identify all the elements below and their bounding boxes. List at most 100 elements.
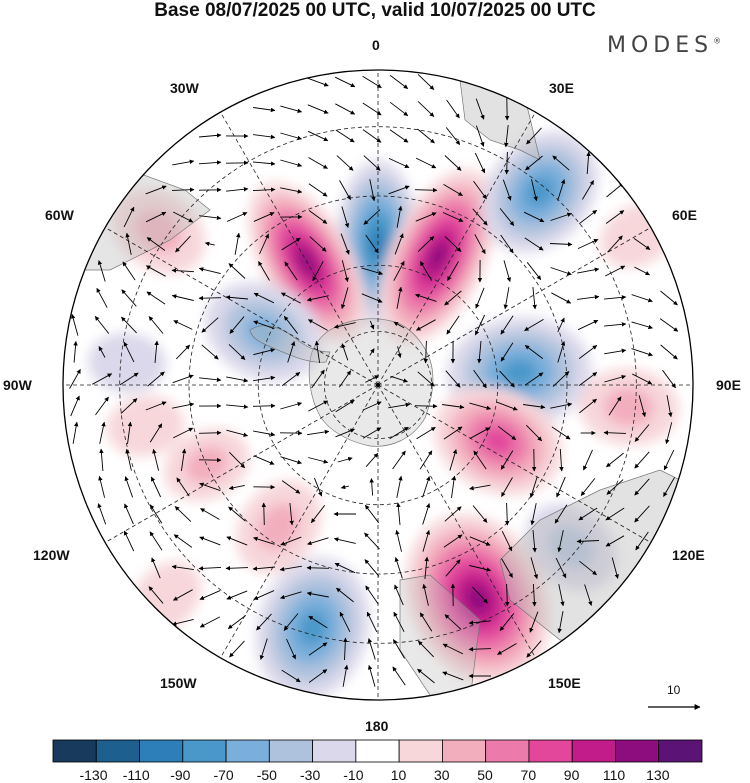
wind-arrow: [364, 559, 380, 577]
wind-arrow: [283, 613, 299, 631]
wind-arrow: [604, 265, 626, 277]
wind-arrow: [532, 529, 537, 553]
wind-arrow: [660, 290, 678, 306]
wind-arrow: [336, 587, 354, 603]
wind-arrow: [124, 476, 134, 498]
wind-arrow: [417, 640, 435, 658]
wind-arrow: [499, 208, 515, 226]
wind-arrow: [149, 531, 163, 551]
wind-arrow: [280, 187, 303, 194]
wind-arrow: [369, 478, 374, 496]
wind-arrow: [312, 261, 324, 282]
wind-arrow: [308, 157, 328, 169]
wind-arrow: [174, 506, 192, 522]
wind-arrow: [281, 669, 301, 683]
wind-arrow: [175, 344, 191, 360]
wind-arrow: [72, 421, 79, 444]
anomaly-center: [205, 282, 323, 382]
wind-arrow: [253, 212, 275, 222]
wind-arrow: [415, 212, 437, 222]
wind-arrow: [338, 370, 352, 388]
wind-arrow: [665, 422, 673, 445]
wind-arrow: [228, 506, 246, 522]
anomaly-contour: [298, 610, 327, 647]
wind-arrow: [393, 260, 405, 281]
wind-arrow: [663, 477, 675, 497]
wind-arrow: [225, 566, 249, 571]
anomaly-contour: [465, 584, 490, 614]
lon-label-60e: 60E: [672, 207, 697, 223]
wind-arrow: [605, 210, 625, 224]
wind-arrow: [252, 161, 276, 166]
wind-arrow: [611, 557, 619, 579]
wind-arrow: [284, 261, 298, 281]
wind-arrow: [125, 232, 132, 255]
wind-arrow: [152, 448, 160, 471]
wind-arrow: [666, 395, 673, 418]
wind-arrow: [472, 208, 488, 226]
wind-arrow: [422, 476, 431, 498]
wind-arrow: [501, 530, 513, 552]
wind-arrow: [417, 371, 435, 387]
wind-arrow: [526, 640, 542, 658]
wind-arrow: [397, 346, 402, 359]
wind-arrow: [501, 558, 513, 578]
colorbar-tick-label: 90: [563, 767, 580, 783]
wind-arrow: [420, 261, 432, 281]
wind-arrow: [123, 206, 135, 228]
lon-label-150w: 150W: [160, 675, 197, 691]
colorbar-tick-label: 130: [646, 767, 670, 783]
map-border: [62, 69, 694, 701]
wind-arrow: [199, 482, 221, 492]
wind-arrow: [92, 373, 113, 385]
wind-arrow: [253, 134, 276, 140]
wind-arrow: [145, 185, 167, 195]
wind-arrow: [557, 530, 564, 553]
wind-arrow: [523, 404, 546, 410]
wind-arrow: [123, 341, 135, 363]
wind-arrow: [532, 583, 537, 607]
wind-arrow: [532, 287, 537, 310]
colorbar-tick-label: 30: [434, 767, 450, 783]
wind-arrow: [604, 374, 627, 383]
wind-arrow: [364, 532, 380, 550]
wind-arrow: [311, 369, 325, 389]
wind-arrow: [176, 477, 190, 497]
wind-arrow: [280, 591, 302, 600]
wind-arrow: [631, 294, 653, 303]
wind-arrow: [419, 450, 433, 470]
wind-arrow: [335, 103, 356, 115]
wind-arrow: [306, 295, 329, 302]
anomaly-contour: [428, 241, 448, 272]
wind-arrow: [366, 611, 378, 633]
wind-arrow: [172, 402, 195, 409]
wind-arrow: [444, 506, 462, 522]
wind-arrow: [416, 319, 436, 331]
wind-arrow: [150, 476, 162, 498]
wind-arrow: [524, 372, 544, 386]
wind-arrow: [445, 559, 461, 577]
wind-arrow: [333, 322, 356, 329]
wind-arrow: [604, 348, 627, 355]
wind-arrow: [415, 157, 437, 169]
wind-arrow: [582, 180, 594, 200]
wind-arrow: [171, 564, 194, 571]
wind-arrow: [449, 449, 458, 471]
brand-text: MODES: [607, 33, 714, 58]
wind-arrow: [557, 341, 566, 363]
lon-label-120w: 120W: [33, 547, 70, 563]
anomaly-contour: [604, 387, 654, 427]
wind-arrow: [605, 535, 625, 547]
wind-arrow: [307, 104, 329, 114]
wind-arrow: [252, 187, 276, 192]
wind-arrow: [198, 160, 222, 165]
wind-arrow: [365, 452, 379, 467]
wind-arrow: [361, 267, 384, 276]
anomaly-center: [379, 169, 497, 344]
wind-arrow: [444, 236, 462, 252]
wind-arrow: [308, 669, 328, 683]
wind-arrow: [442, 212, 464, 222]
reference-vector-label: 10: [667, 683, 681, 697]
wind-arrow: [307, 537, 329, 546]
wind-arrow: [335, 129, 355, 143]
